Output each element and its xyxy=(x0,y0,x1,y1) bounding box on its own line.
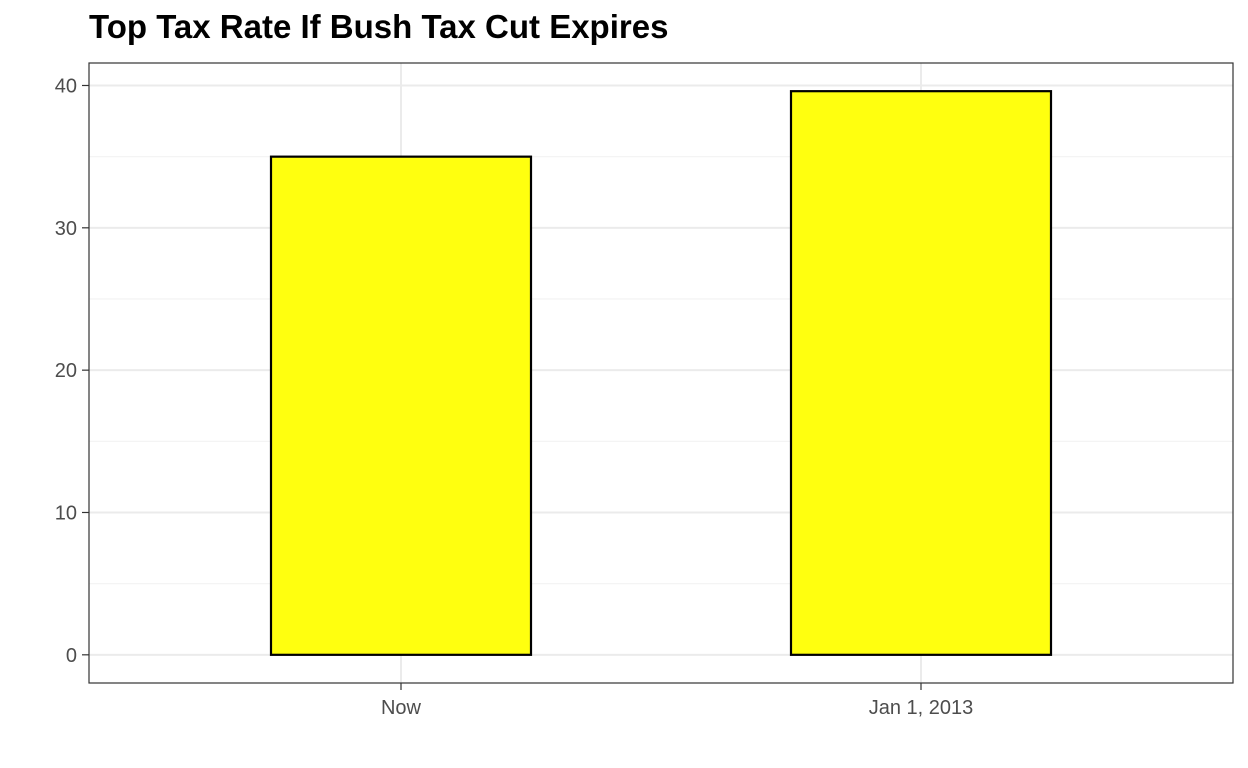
minor-gridlines xyxy=(89,63,1233,683)
x-tick-label: Now xyxy=(381,697,422,719)
bar xyxy=(789,90,1053,656)
y-tick-label: 30 xyxy=(55,218,77,240)
x-axis: Now Jan 1, 2013 xyxy=(381,683,973,719)
chart-title: Top Tax Rate If Bush Tax Cut Expires xyxy=(89,8,669,45)
plot-panel xyxy=(89,63,1233,683)
y-tick-label: 0 xyxy=(66,645,77,667)
bar xyxy=(269,155,533,656)
y-tick-label: 40 xyxy=(55,75,77,97)
bars-layer xyxy=(269,90,1053,656)
y-tick-label: 10 xyxy=(55,502,77,524)
x-tick-label: Jan 1, 2013 xyxy=(869,697,974,719)
y-tick-label: 20 xyxy=(55,360,77,382)
panel-border xyxy=(88,62,1234,684)
y-axis: 0 10 20 30 40 xyxy=(55,75,89,667)
